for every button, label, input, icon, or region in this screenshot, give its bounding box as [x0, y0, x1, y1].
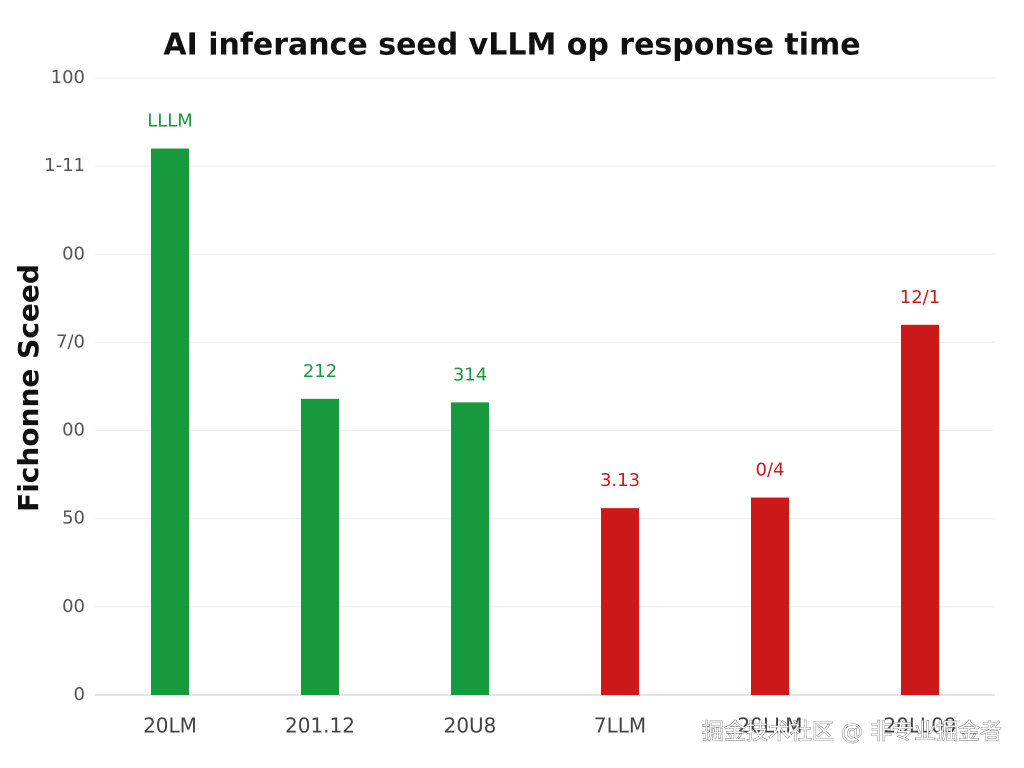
data-label: 3.13: [600, 470, 640, 491]
bar: [451, 402, 489, 695]
x-tick-label: 7LLM: [594, 714, 646, 738]
y-axis-label: Fichonne Sceed: [12, 264, 45, 512]
y-tick-label: 00: [62, 596, 85, 617]
bar: [601, 508, 639, 695]
x-tick-label: 20LM: [143, 714, 197, 738]
bar: [901, 324, 939, 695]
x-tick-label: 20LLM: [738, 714, 803, 738]
y-tick-label: 50: [62, 508, 85, 529]
y-tick-label: 100: [51, 67, 85, 88]
x-tick-label: 20LL09: [883, 714, 956, 738]
data-label: LLLM: [147, 111, 193, 132]
y-tick-label: 7/0: [56, 331, 85, 352]
y-tick-label: 1-11: [44, 155, 85, 176]
bar: [751, 497, 789, 695]
data-label: 314: [453, 364, 487, 385]
y-tick-label: 00: [62, 420, 85, 441]
data-label: 0/4: [756, 460, 785, 481]
bar: [151, 148, 189, 695]
x-tick-label: 20U8: [444, 714, 497, 738]
x-tick-label: 201.12: [285, 714, 355, 738]
y-tick-label: 00: [62, 243, 85, 264]
bar: [301, 398, 339, 695]
watermark: 掘金技术社区 @ 非专业掘金者: [702, 720, 1002, 745]
chart-title: AI inferance seed vLLM op response time: [163, 28, 860, 63]
y-tick-label: 0: [74, 684, 85, 705]
data-label: 12/1: [900, 287, 940, 308]
data-label: 212: [303, 361, 337, 382]
